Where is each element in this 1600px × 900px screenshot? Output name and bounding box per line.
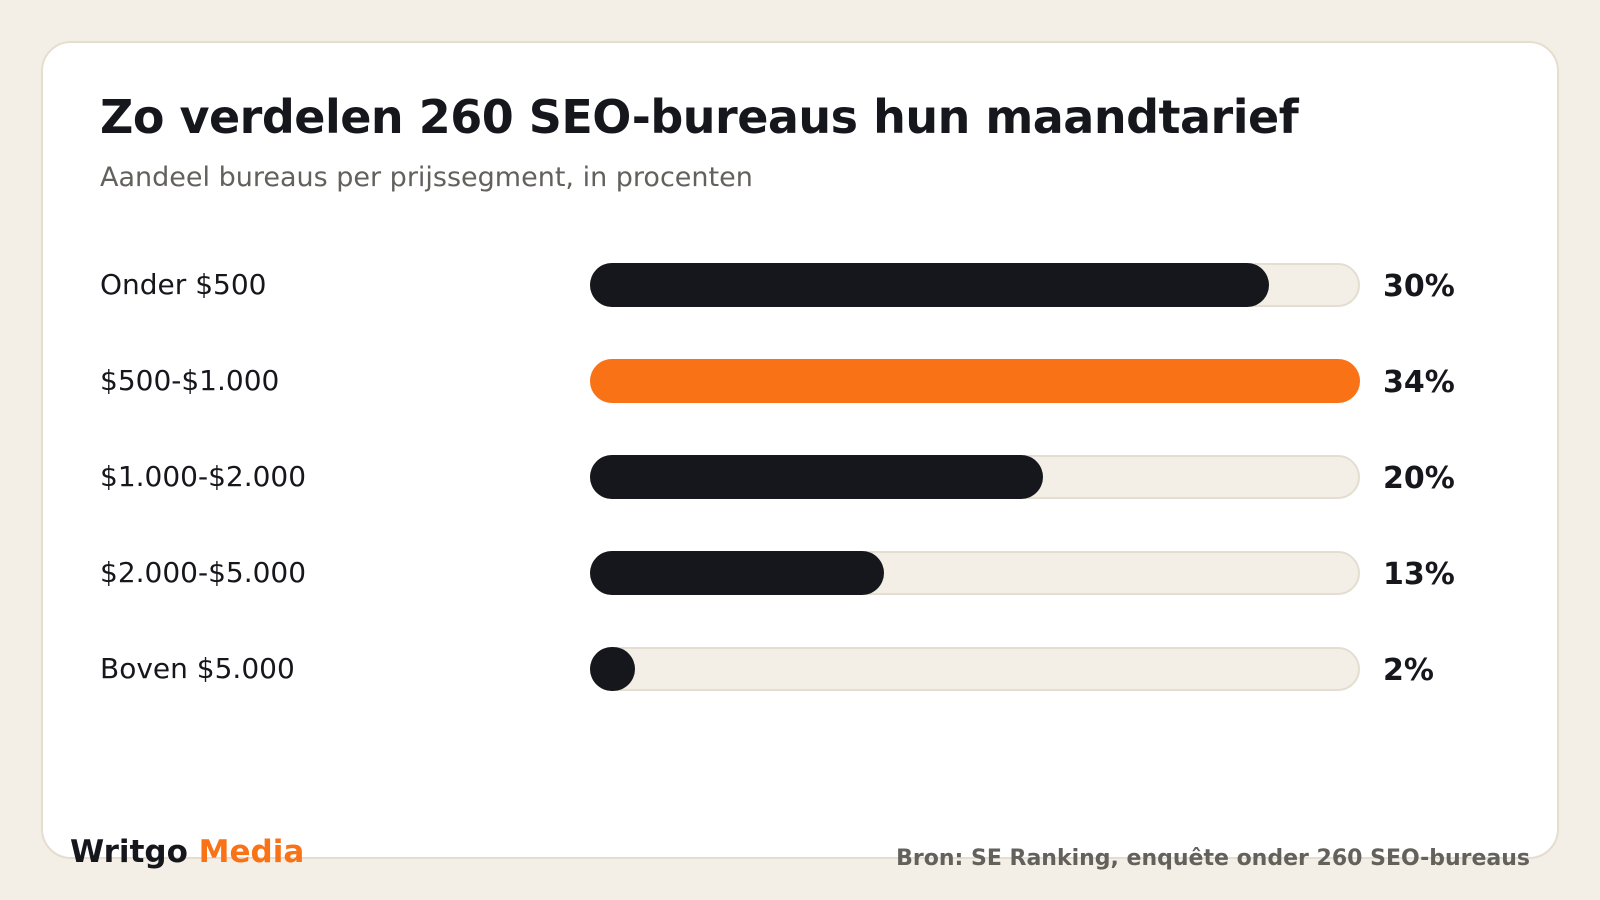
chart-subtitle: Aandeel bureaus per prijssegment, in pro… <box>100 162 753 193</box>
bar-row: Boven $5.000 2% <box>100 647 1500 743</box>
chart-card <box>41 41 1559 859</box>
bar-row: $1.000-$2.000 20% <box>100 455 1500 551</box>
category-label: Boven $5.000 <box>100 652 295 685</box>
bar <box>590 263 1270 307</box>
value-label: 20% <box>1383 461 1455 496</box>
bar-chart: Onder $500 30% $500-$1.000 34% $1.000-$2.000… <box>100 263 1500 743</box>
bar <box>590 647 636 691</box>
bar-track <box>590 647 1360 691</box>
category-label: $500-$1.000 <box>100 364 280 397</box>
value-label: 2% <box>1383 653 1434 688</box>
source-note: Bron: SE Ranking, enquête onder 260 SEO-… <box>896 846 1530 871</box>
bar-row: Onder $500 30% <box>100 263 1500 359</box>
value-label: 30% <box>1383 269 1455 304</box>
chart-title: Zo verdelen 260 SEO-bureaus hun maandtar… <box>100 90 1299 144</box>
category-label: $2.000-$5.000 <box>100 556 307 589</box>
bar <box>590 359 1360 403</box>
bar-row: $2.000-$5.000 13% <box>100 551 1500 647</box>
value-label: 13% <box>1383 557 1455 592</box>
bar <box>590 455 1043 499</box>
brand-logo: Writgo Media <box>70 834 304 870</box>
category-label: $1.000-$2.000 <box>100 460 307 493</box>
category-label: Onder $500 <box>100 268 267 301</box>
brand-name: Writgo <box>70 834 188 870</box>
bar <box>590 551 885 595</box>
brand-accent: Media <box>198 834 305 870</box>
value-label: 34% <box>1383 365 1455 400</box>
bar-row: $500-$1.000 34% <box>100 359 1500 455</box>
